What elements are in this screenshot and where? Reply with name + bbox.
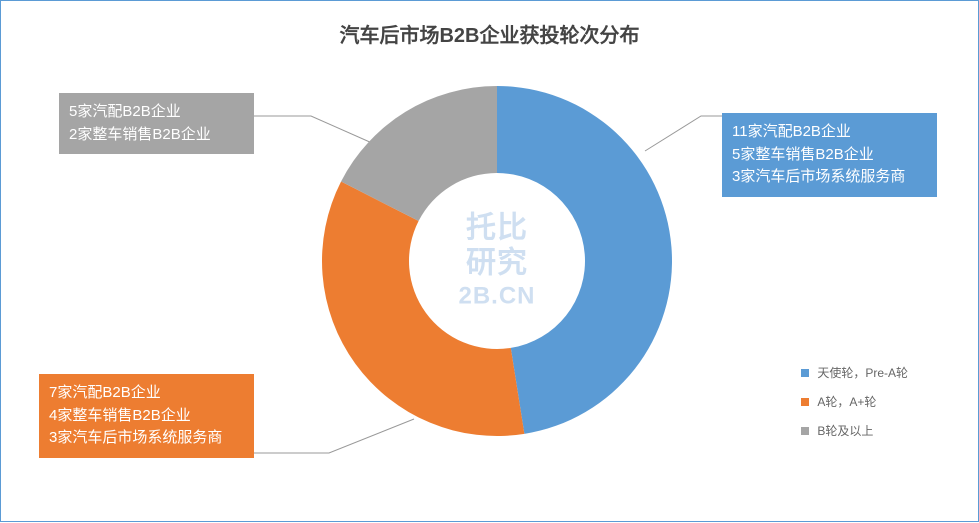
donut-slice <box>497 86 672 434</box>
legend-item: 天使轮，Pre-A轮 <box>801 364 908 381</box>
legend: 天使轮，Pre-A轮 A轮，A+轮 B轮及以上 <box>801 364 908 451</box>
callout-box: 7家汽配B2B企业 4家整车销售B2B企业 3家汽车后市场系统服务商 <box>39 374 254 458</box>
legend-item: A轮，A+轮 <box>801 393 908 410</box>
legend-swatch <box>801 427 809 435</box>
callout-box: 5家汽配B2B企业 2家整车销售B2B企业 <box>59 93 254 154</box>
legend-label: 天使轮，Pre-A轮 <box>817 364 908 381</box>
donut-chart: 托比 研究 2B.CN <box>317 81 677 441</box>
donut-svg <box>317 81 677 441</box>
legend-item: B轮及以上 <box>801 422 908 439</box>
legend-label: A轮，A+轮 <box>817 393 876 410</box>
donut-slice <box>322 182 524 436</box>
legend-label: B轮及以上 <box>817 422 873 439</box>
callout-box: 11家汽配B2B企业 5家整车销售B2B企业 3家汽车后市场系统服务商 <box>722 113 937 197</box>
chart-title: 汽车后市场B2B企业获投轮次分布 <box>1 1 978 48</box>
legend-swatch <box>801 369 809 377</box>
legend-swatch <box>801 398 809 406</box>
chart-container: 汽车后市场B2B企业获投轮次分布 托比 研究 2B.CN 11家汽配B2B企业 … <box>0 0 979 522</box>
